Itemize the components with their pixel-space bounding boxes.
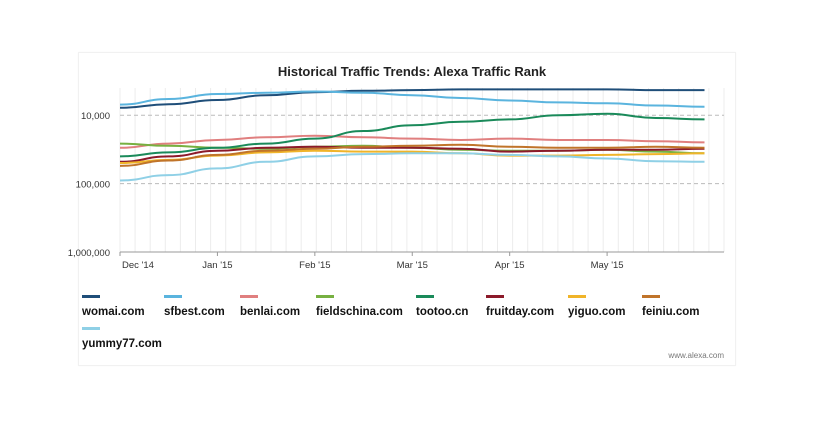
legend-item[interactable]: yummy77.com [82,327,162,350]
legend-label: sfbest.com [164,306,225,318]
y-tick-label: 100,000 [76,180,110,191]
series-line-fruitday-com [119,145,705,163]
legend-swatch [416,295,434,298]
legend-label: feiniu.com [642,306,700,318]
x-tick-label: Apr '15 [495,260,525,271]
legend-label: fruitday.com [486,306,555,318]
series-line-tootoo-cn [119,112,705,158]
legend-swatch [486,295,504,298]
legend-swatch [568,295,586,298]
legend-item[interactable]: fieldschina.com [316,295,403,318]
legend-swatch [316,295,334,298]
series-line-yummy77-com [119,152,705,182]
chart-grid [119,88,725,253]
legend-item[interactable]: feiniu.com [642,295,700,318]
legend-label: tootoo.cn [416,306,469,318]
x-tick-label: Dec '14 [122,260,154,271]
legend-item[interactable]: womai.com [82,295,145,318]
x-tick-label: Feb '15 [299,260,330,271]
chart-title: Historical Traffic Trends: Alexa Traffic… [277,64,547,79]
legend-item[interactable]: benlai.com [240,295,300,318]
legend-label: yummy77.com [82,338,162,350]
legend-swatch [82,295,100,298]
series-line-benlai-com [119,134,705,149]
series-line-womai-com [119,88,705,109]
legend-label: womai.com [82,306,145,318]
legend-swatch [164,295,182,298]
legend-label: yiguo.com [568,306,626,318]
legend-swatch [240,295,258,298]
legend-item[interactable]: sfbest.com [164,295,225,318]
legend-item[interactable]: yiguo.com [568,295,626,318]
legend-item[interactable]: fruitday.com [486,295,554,318]
chart-axes: 10,000 100,000 1,000,000 Dec '14 Jan '15 Feb … [68,111,724,271]
legend-label: benlai.com [240,306,301,318]
legend-label: fieldschina.com [316,306,403,318]
x-tick-label: Jan '15 [202,260,232,271]
legend-item[interactable]: tootoo.cn [416,295,468,318]
series-line-feiniu-com [119,143,705,167]
y-tick-label: 10,000 [81,111,110,122]
alexa-credit: www.alexa.com [668,351,724,360]
x-tick-label: May '15 [591,260,624,271]
x-tick-label: Mar '15 [397,260,428,271]
chart-series [119,88,705,182]
y-tick-label: 1,000,000 [68,248,110,259]
series-line-sfbest-com [119,90,705,108]
legend-swatch [642,295,660,298]
legend-swatch [82,327,100,330]
